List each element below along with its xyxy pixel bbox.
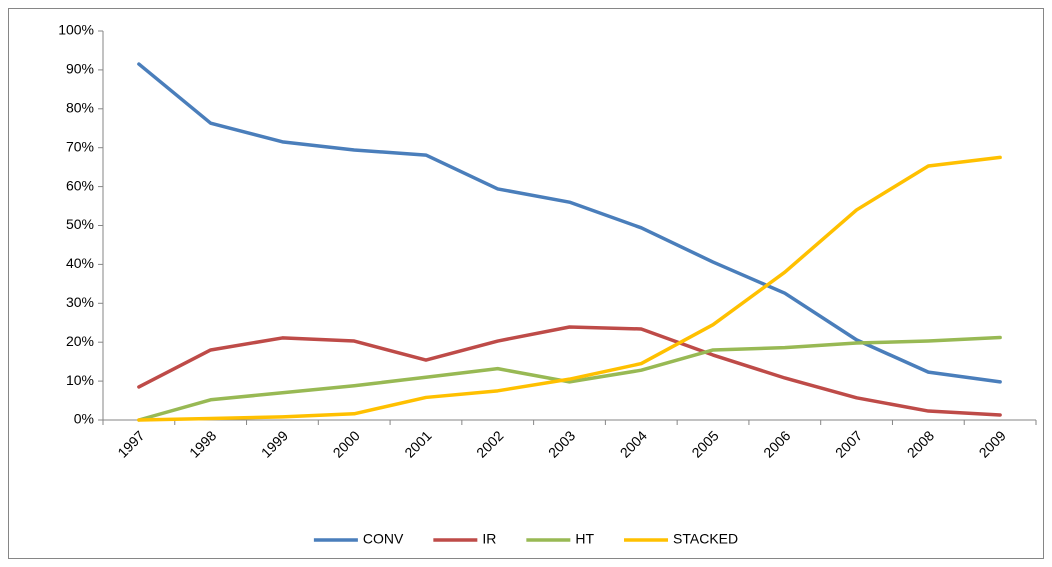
y-tick-label: 100% (58, 22, 94, 38)
y-tick-label: 30% (66, 294, 94, 310)
legend-label: CONV (363, 531, 404, 547)
legend-label: STACKED (673, 531, 738, 547)
y-tick-label: 90% (66, 61, 94, 77)
series-line (137, 325, 1002, 417)
y-tick-label: 10% (66, 372, 94, 388)
y-tick-label: 50% (66, 216, 94, 232)
series-line (137, 62, 1002, 384)
y-tick-label: 20% (66, 333, 94, 349)
y-tick-label: 40% (66, 255, 94, 271)
y-tick-label: 80% (66, 100, 94, 116)
chart-frame (8, 8, 1044, 559)
y-tick-label: 0% (74, 411, 94, 427)
legend-label: IR (482, 531, 496, 547)
series-line (137, 335, 1002, 422)
y-tick-label: 60% (66, 177, 94, 193)
series-line (137, 155, 1002, 422)
legend-label: HT (575, 531, 594, 547)
y-tick-label: 70% (66, 138, 94, 154)
